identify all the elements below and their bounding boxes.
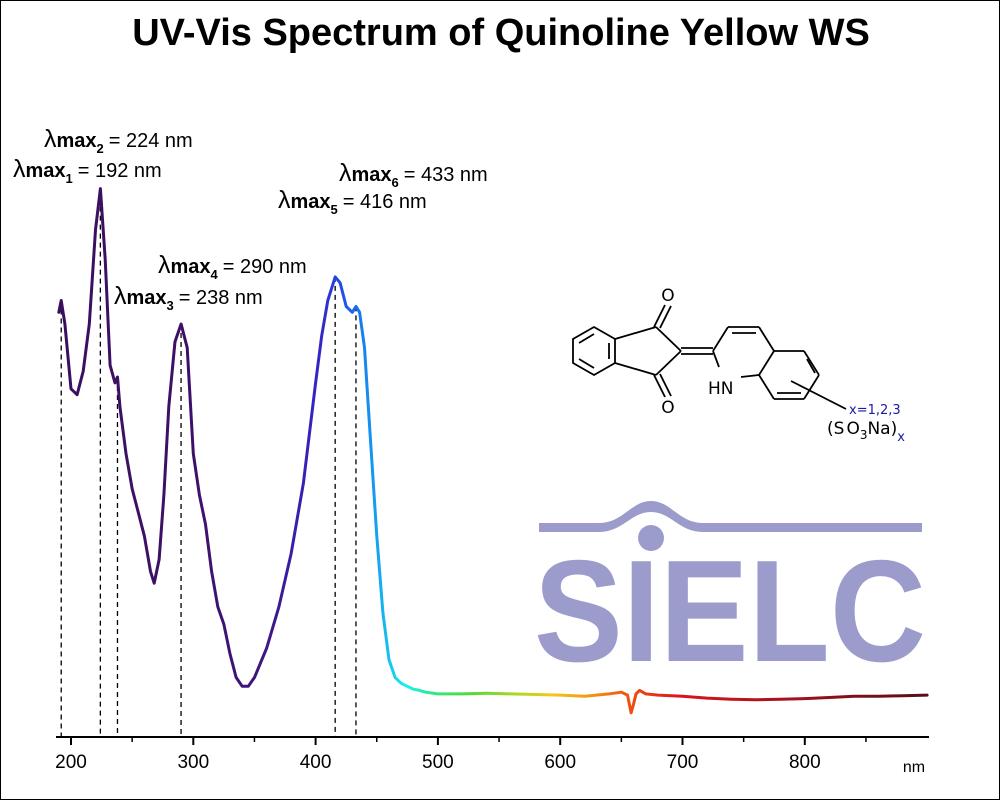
- substituent-label: (S O3Na)x: [827, 419, 905, 445]
- substituent-note: x=1,2,3: [849, 403, 901, 418]
- chart-title: UV-Vis Spectrum of Quinoline Yellow WS: [132, 12, 870, 54]
- oxygen-bottom-label: O: [661, 398, 674, 418]
- sielc-logo: SIELC: [534, 501, 926, 692]
- x-tick-label-200: 200: [55, 752, 87, 773]
- x-tick-label-800: 800: [789, 752, 821, 773]
- logo-swoosh: [539, 501, 922, 532]
- peak-label-4: λmax4 = 290 nm: [158, 251, 307, 282]
- chemical-structure: [572, 304, 847, 410]
- x-tick-label-400: 400: [300, 752, 332, 773]
- peak-label-5: λmax5 = 416 nm: [278, 186, 427, 217]
- spectrum-line: [57, 187, 929, 715]
- logo-dot: [638, 525, 664, 551]
- logo-text: SIELC: [534, 530, 926, 692]
- x-axis-unit: nm: [903, 759, 925, 776]
- peak-label-1: λmax1 = 192 nm: [13, 155, 162, 186]
- peak-label-2: λmax2 = 224 nm: [44, 125, 193, 156]
- oxygen-top-label: O: [661, 286, 674, 306]
- peak-markers: [60, 188, 357, 737]
- x-ticks: 200 300 400 500 600 700 800: [55, 737, 867, 773]
- x-tick-label-300: 300: [177, 752, 209, 773]
- peak-label-6: λmax6 = 433 nm: [339, 159, 488, 190]
- x-tick-label-700: 700: [667, 752, 699, 773]
- x-tick-label-500: 500: [422, 752, 454, 773]
- nh-label: HN: [708, 379, 734, 399]
- x-tick-label-600: 600: [544, 752, 576, 773]
- peak-label-3: λmax3 = 238 nm: [114, 282, 263, 313]
